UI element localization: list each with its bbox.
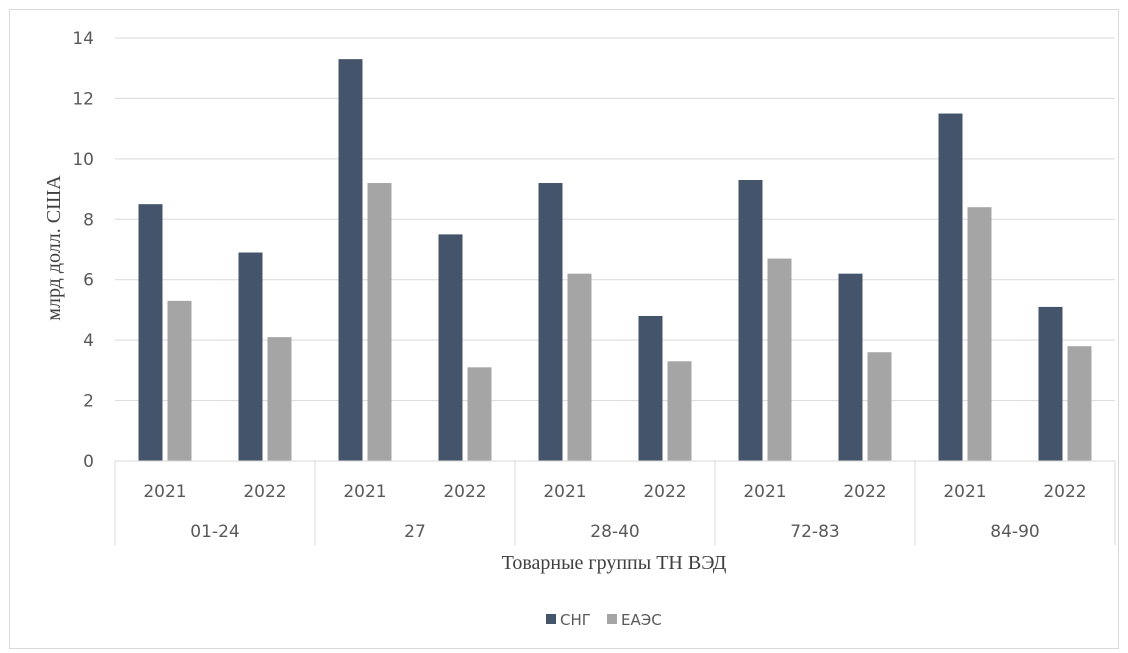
y-tick-label: 14: [72, 29, 94, 49]
legend-swatch: [546, 614, 556, 624]
bar-cis: [438, 234, 463, 461]
y-axis-ticks: 0 2 4 6 8 10 12 14: [72, 29, 94, 472]
bar-eaeu: [1067, 346, 1092, 461]
bar-cis: [538, 183, 563, 461]
bar-eaeu: [867, 352, 892, 461]
x-tick-year: 2021: [943, 482, 986, 502]
bar-eaeu: [267, 337, 292, 461]
bar-cis: [138, 204, 163, 461]
legend-label: СНГ: [560, 611, 591, 629]
bar-cis: [638, 315, 663, 461]
bar-cis: [338, 59, 363, 462]
bar-cis: [838, 273, 863, 461]
x-tick-year: 2021: [143, 482, 186, 502]
bar-cis: [938, 113, 963, 462]
bar-cis: [1038, 306, 1063, 461]
x-tick-year: 2021: [743, 482, 786, 502]
gridlines: [115, 37, 1115, 462]
x-group-label: 01-24: [190, 522, 239, 542]
bar-cis: [738, 180, 763, 461]
x-axis: 2021 2022 2021 2022 2021 2022 2021 2022 2021 2022…: [114, 460, 1116, 545]
y-tick-label: 10: [72, 150, 94, 170]
bar-eaeu: [767, 258, 792, 461]
bar-eaeu: [367, 183, 392, 461]
y-tick-label: 4: [83, 331, 94, 351]
x-tick-year: 2021: [543, 482, 586, 502]
x-tick-year: 2022: [843, 482, 886, 502]
bar-eaeu: [167, 300, 192, 461]
x-tick-year: 2022: [1043, 482, 1086, 502]
y-tick-label: 12: [72, 89, 94, 109]
x-group-label: 27: [404, 522, 426, 542]
legend: СНГ ЕАЭС: [546, 611, 662, 629]
x-group-label: 28-40: [590, 522, 639, 542]
y-tick-label: 2: [83, 392, 94, 412]
x-tick-year: 2022: [643, 482, 686, 502]
bar-eaeu: [467, 367, 492, 461]
bar-cis: [238, 252, 263, 461]
bar-eaeu: [567, 273, 592, 461]
x-group-label: 84-90: [990, 522, 1039, 542]
legend-swatch: [607, 614, 617, 624]
x-group-label: 72-83: [790, 522, 839, 542]
chart-frame: [9, 9, 1119, 649]
bar-eaeu: [967, 207, 992, 461]
legend-label: ЕАЭС: [621, 611, 662, 629]
x-tick-year: 2021: [343, 482, 386, 502]
x-tick-year: 2022: [443, 482, 486, 502]
y-tick-label: 8: [83, 210, 94, 230]
y-axis-title: млрд долл. США: [43, 175, 65, 321]
bar-eaeu: [667, 361, 692, 461]
x-tick-year: 2022: [243, 482, 286, 502]
y-tick-label: 6: [83, 271, 94, 291]
bars: [138, 59, 1092, 462]
y-tick-label: 0: [83, 452, 94, 472]
x-axis-title: Товарные группы ТН ВЭД: [502, 552, 727, 574]
